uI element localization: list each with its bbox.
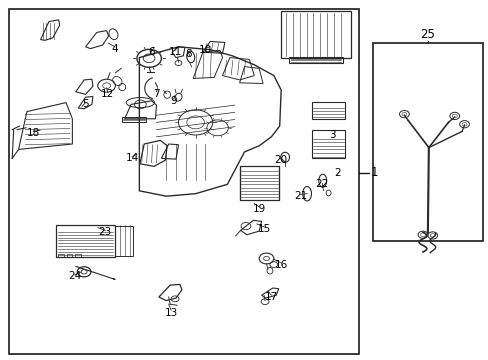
Text: 22: 22 (314, 179, 328, 189)
Text: 3: 3 (328, 130, 335, 140)
Text: 12: 12 (101, 89, 114, 99)
Bar (58, 254, 63, 257)
Text: 19: 19 (252, 204, 265, 214)
Text: 11: 11 (168, 47, 182, 57)
Text: 8: 8 (184, 49, 191, 59)
Text: 14: 14 (125, 153, 139, 163)
Text: 23: 23 (98, 227, 112, 237)
Bar (75, 254, 81, 257)
Text: 9: 9 (170, 96, 177, 106)
Bar (311, 102, 345, 119)
Text: 21: 21 (293, 191, 307, 201)
Text: 6: 6 (148, 47, 155, 57)
Text: 25: 25 (420, 28, 434, 41)
Bar (115, 226, 133, 256)
Text: 1: 1 (369, 166, 377, 179)
Bar (9, 9, 359, 354)
Text: 2: 2 (333, 168, 340, 178)
Bar (122, 117, 145, 122)
Text: 18: 18 (26, 128, 40, 138)
Text: 7: 7 (153, 89, 160, 99)
Text: 15: 15 (257, 224, 270, 234)
Text: 16: 16 (274, 260, 287, 270)
Bar (281, 11, 350, 58)
Text: 5: 5 (82, 99, 89, 109)
Bar (372, 43, 482, 241)
Text: 17: 17 (264, 292, 278, 302)
Bar (239, 166, 278, 200)
Text: 24: 24 (68, 271, 81, 282)
Bar (288, 57, 343, 63)
Bar (311, 130, 345, 158)
Bar (66, 254, 72, 257)
Text: 13: 13 (164, 308, 178, 318)
Text: 4: 4 (111, 44, 118, 54)
Text: 20: 20 (274, 155, 287, 165)
Text: 10: 10 (199, 45, 211, 55)
Bar (56, 225, 115, 257)
